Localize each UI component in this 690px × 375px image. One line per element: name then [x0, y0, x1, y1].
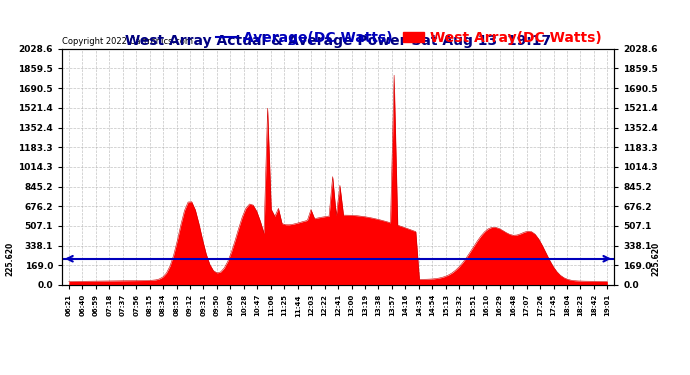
- Text: Copyright 2022 Cartronics.com: Copyright 2022 Cartronics.com: [62, 38, 193, 46]
- Title: West Array Actual & Average Power Sat Aug 13  19:17: West Array Actual & Average Power Sat Au…: [125, 34, 551, 48]
- Text: 225.620: 225.620: [5, 242, 14, 276]
- Legend: Average(DC Watts), West Array(DC Watts): Average(DC Watts), West Array(DC Watts): [210, 25, 607, 50]
- Text: 225.620: 225.620: [651, 242, 660, 276]
